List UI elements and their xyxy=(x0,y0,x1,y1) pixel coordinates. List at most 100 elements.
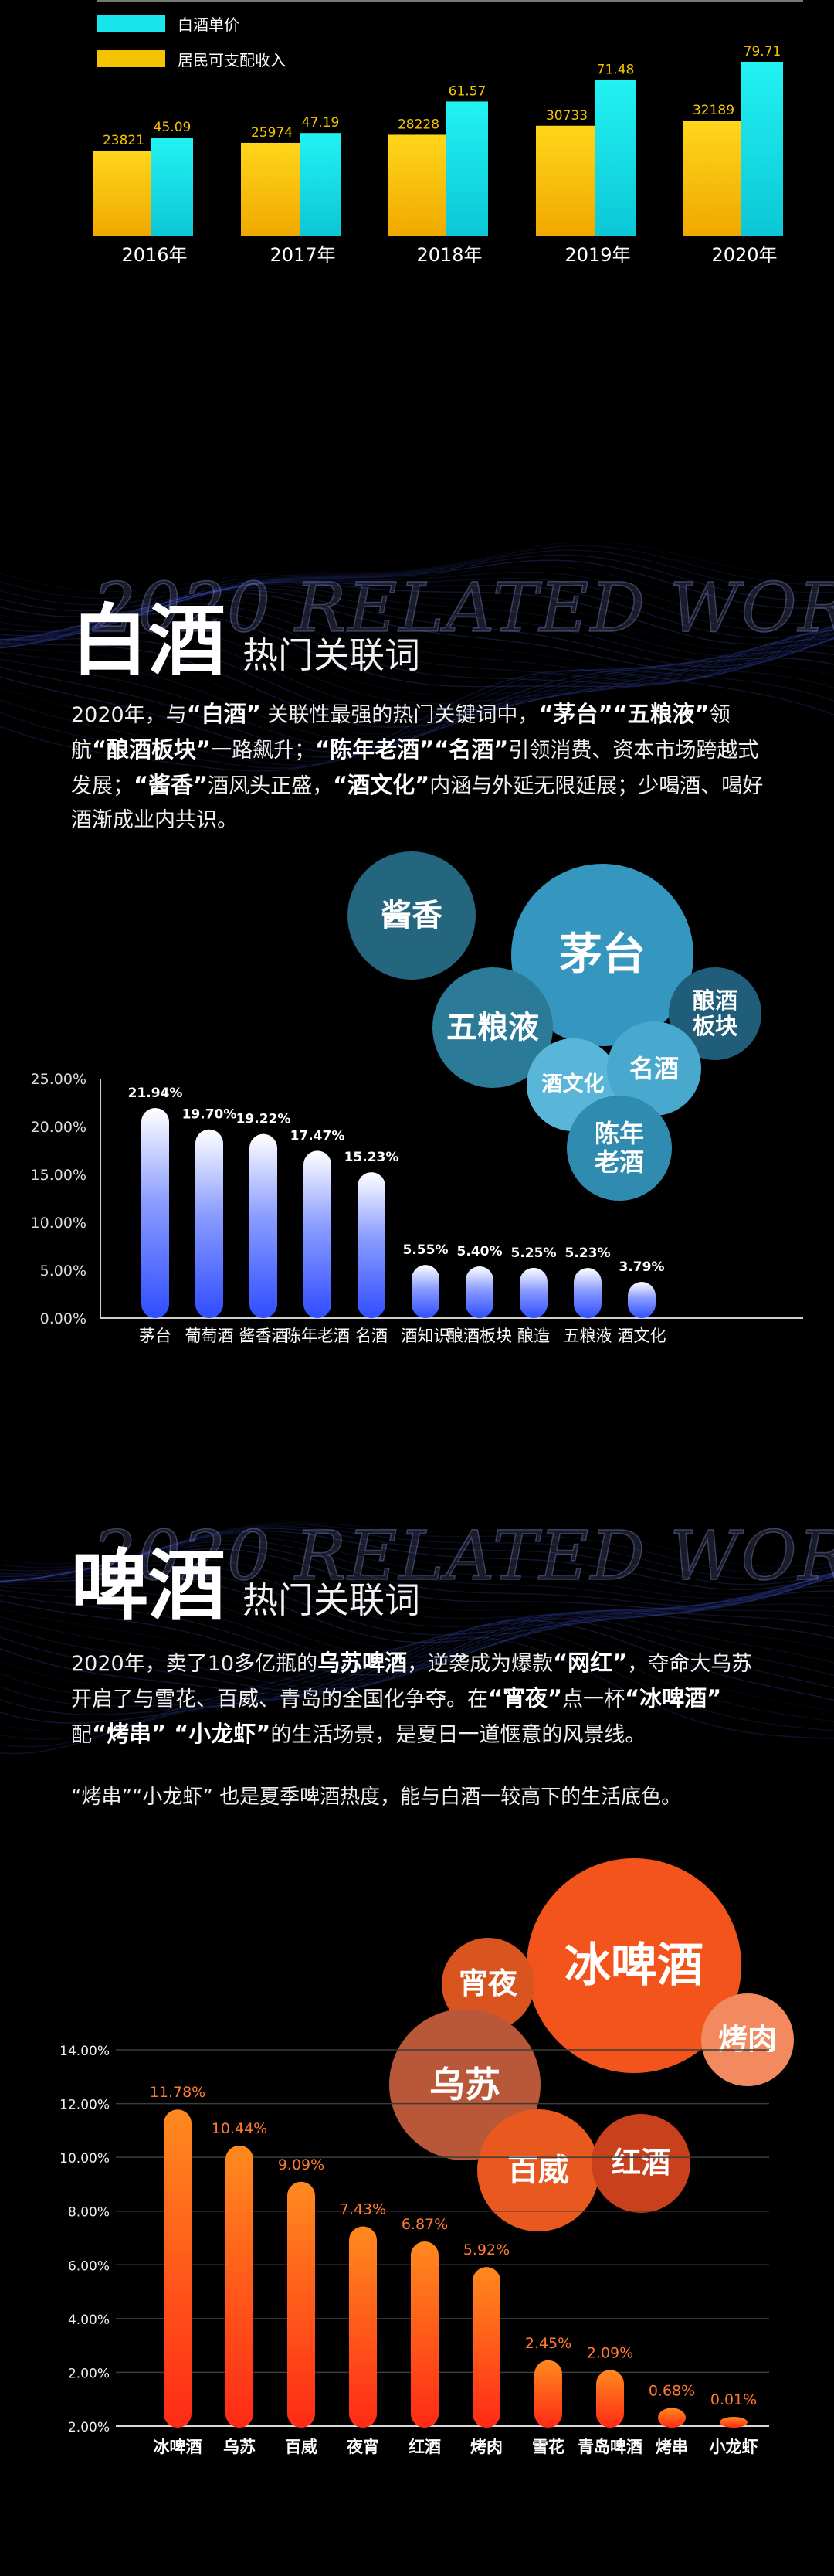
y-tick-label: 4.00% xyxy=(68,2313,110,2328)
y-tick-label: 14.00% xyxy=(59,2044,110,2059)
wave-line xyxy=(0,625,834,712)
section-subtitle-baijiu: 热门关联词 xyxy=(242,634,420,676)
bar xyxy=(164,2109,192,2428)
baijiu-text-segment: 一路飙升； xyxy=(211,739,316,763)
wave-line xyxy=(0,668,834,769)
bar xyxy=(195,1129,223,1318)
wave-line xyxy=(0,1570,834,1636)
wave-line xyxy=(0,595,834,676)
x-tick-label: 陈年老酒 xyxy=(285,1327,350,1345)
wave-line xyxy=(0,1544,834,1607)
y-tick-label: 20.00% xyxy=(31,1119,86,1136)
value-label: 5.92% xyxy=(463,2241,510,2258)
y-tick-label: 6.00% xyxy=(68,2258,110,2274)
pijiu-text-segment: 点一杯 xyxy=(562,1687,626,1711)
value-label: 17.47% xyxy=(290,1128,345,1144)
bar xyxy=(412,1265,439,1318)
x-tick-label: 酒文化 xyxy=(618,1327,666,1345)
bar xyxy=(303,1150,331,1318)
wave-background-1 xyxy=(0,541,834,772)
bar xyxy=(358,1172,385,1318)
pijiu-text-segment: “烤串” “小龙虾” xyxy=(92,1721,271,1747)
legend-item-price: 白酒单价 xyxy=(97,11,286,36)
x-tick-label: 酱香酒 xyxy=(239,1327,288,1345)
wave-line xyxy=(0,1558,834,1619)
wave-line xyxy=(0,1533,834,1595)
x-tick-label: 五粮液 xyxy=(564,1327,612,1345)
wave-line xyxy=(0,1576,834,1658)
wave-line xyxy=(0,599,834,679)
bar xyxy=(141,1107,169,1318)
wave-line xyxy=(0,664,834,763)
label-income: 25974 xyxy=(251,125,293,141)
wave-line xyxy=(0,633,834,736)
y-tick-label: 25.00% xyxy=(31,1071,86,1088)
x-tick-label: 冰啤酒 xyxy=(154,2438,202,2456)
wave-line xyxy=(0,1572,834,1643)
wave-line xyxy=(0,585,834,658)
x-tick-label: 雪花 xyxy=(532,2438,564,2456)
legend-label-income: 居民可支配收入 xyxy=(178,50,286,70)
y-tick-label: 10.00% xyxy=(59,2151,110,2166)
wave-line xyxy=(0,581,834,639)
wave-line xyxy=(0,1530,834,1591)
label-income: 32189 xyxy=(693,103,734,118)
legend-swatch-price xyxy=(97,15,165,32)
y-tick-label: 0.00% xyxy=(40,1310,86,1327)
wave-line xyxy=(0,578,834,633)
x-tick-label: 酒知识 xyxy=(402,1327,450,1345)
bar xyxy=(287,2181,315,2428)
label-income: 28228 xyxy=(398,117,439,132)
pijiu-text-segment: 的生活场景，是夏日一道惬意的风景线。 xyxy=(270,1723,646,1747)
wave-line xyxy=(0,613,834,688)
wave-line xyxy=(0,1619,834,1724)
bar xyxy=(720,2417,748,2428)
wave-line xyxy=(0,545,834,600)
value-label: 6.87% xyxy=(402,2216,448,2233)
baijiu-description: 2020年，与“白酒” 关联性最强的热门关键词中，“茅台”“五粮液”领航“酿酒板… xyxy=(71,697,766,838)
wave-line xyxy=(0,1553,834,1613)
value-label: 2.09% xyxy=(587,2344,633,2361)
wave-line xyxy=(0,1540,834,1603)
pijiu-text-segment: “网红” xyxy=(553,1650,628,1676)
baijiu-text-segment: “酱香” xyxy=(134,772,208,798)
wave-line xyxy=(0,582,834,645)
wave-line xyxy=(0,1610,834,1696)
pijiu-text-segment: 乌苏啤酒 xyxy=(317,1650,408,1676)
value-label: 5.23% xyxy=(565,1246,611,1261)
pijiu-text-segment: ，夺命大乌苏开启了与雪花、百威、青岛的全国化争夺。在 xyxy=(71,1652,753,1711)
wave-line xyxy=(0,1579,834,1664)
wave-line xyxy=(0,651,834,753)
bar xyxy=(574,1268,602,1318)
x-tick-label: 青岛啤酒 xyxy=(578,2438,642,2456)
label-price: 45.09 xyxy=(154,120,192,135)
bar-price xyxy=(741,62,783,236)
wave-line xyxy=(0,668,834,766)
wave-line xyxy=(0,1590,834,1676)
x-tick-label: 葡萄酒 xyxy=(185,1327,234,1345)
wave-line xyxy=(0,657,834,758)
label-price: 79.71 xyxy=(744,44,781,59)
baijiu-text-segment: 领航 xyxy=(71,703,731,763)
wave-line xyxy=(0,1609,834,1689)
wave-line xyxy=(0,583,834,651)
y-tick-label: 10.00% xyxy=(31,1215,86,1232)
value-label: 7.43% xyxy=(340,2201,386,2218)
value-label: 5.25% xyxy=(511,1246,557,1261)
y-tick-label: 2.00% xyxy=(68,2420,110,2435)
bubble-jiangxiang: 酱香 xyxy=(348,851,476,980)
wave-line xyxy=(0,1521,834,1568)
wave-line xyxy=(0,1623,834,1732)
wave-line xyxy=(0,590,834,668)
wave-line xyxy=(0,638,834,742)
x-tick-label: 2016年 xyxy=(121,244,187,266)
x-tick-label: 红酒 xyxy=(409,2438,441,2456)
wave-line xyxy=(0,1609,834,1693)
pijiu-keyword-chart: 2.00% 2.00% 4.00% 6.00% 8.00% 10.00% 12.00% 14.… xyxy=(59,2044,769,2456)
bar xyxy=(596,2370,624,2428)
wave-line xyxy=(0,1584,834,1670)
label-price: 71.48 xyxy=(597,62,635,77)
value-label: 19.22% xyxy=(236,1112,291,1127)
bar-price xyxy=(595,80,636,236)
wave-line xyxy=(0,1524,834,1574)
